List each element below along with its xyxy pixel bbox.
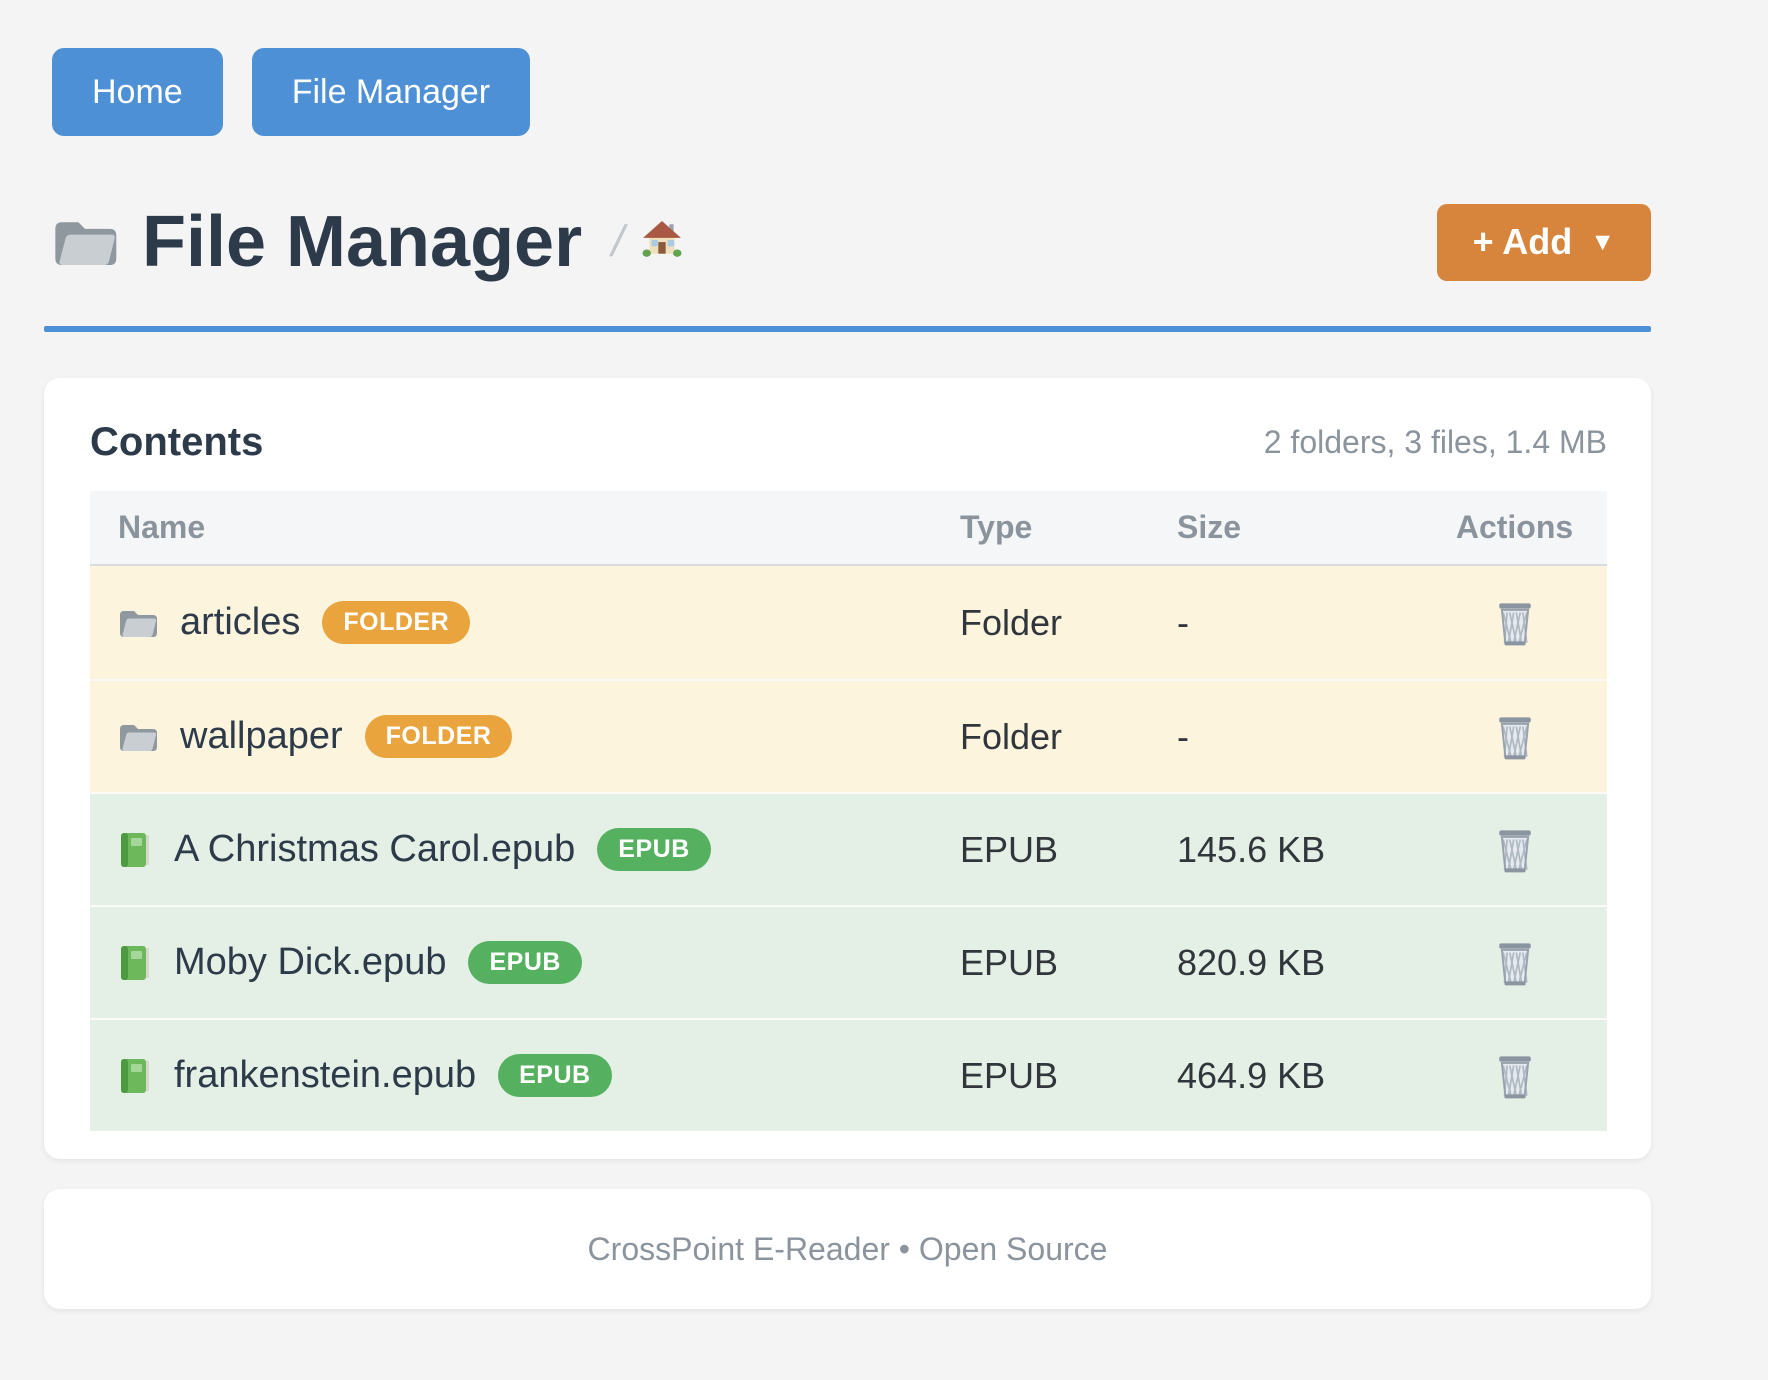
file-table: Name Type Size Actions articles FOLDER F…: [90, 491, 1607, 1131]
contents-summary: 2 folders, 3 files, 1.4 MB: [1263, 424, 1607, 460]
title-underline: [44, 326, 1651, 332]
top-nav: Home File Manager: [52, 0, 1651, 136]
delete-button[interactable]: [1490, 935, 1540, 991]
book-icon: [118, 1057, 152, 1095]
type-badge: FOLDER: [364, 715, 513, 758]
delete-button[interactable]: [1490, 822, 1540, 878]
file-name-link[interactable]: Moby Dick.epub: [174, 941, 447, 983]
file-name-link[interactable]: articles: [180, 601, 301, 643]
type-badge: EPUB: [597, 828, 711, 871]
book-icon: [118, 831, 152, 869]
title-wrap: File Manager /: [52, 206, 682, 278]
size-cell: 820.9 KB: [1177, 941, 1326, 983]
nav-home-button[interactable]: Home: [52, 48, 223, 136]
table-body: articles FOLDER Folder - wallpaper FOLDE…: [90, 566, 1607, 1131]
table-row: articles FOLDER Folder -: [90, 566, 1607, 679]
card-title: Contents: [90, 420, 264, 464]
column-header-actions: Actions: [1455, 509, 1574, 545]
delete-button[interactable]: [1490, 1048, 1540, 1104]
add-button-label: + Add: [1472, 221, 1573, 262]
caret-down-icon: ▼: [1590, 227, 1615, 256]
type-cell: Folder: [960, 715, 1063, 757]
column-header-name: Name: [118, 509, 206, 545]
size-cell: 464.9 KB: [1177, 1054, 1326, 1096]
contents-card: Contents 2 folders, 3 files, 1.4 MB Name…: [44, 378, 1651, 1159]
book-icon: [118, 944, 152, 982]
breadcrumb-separator: /: [607, 217, 630, 266]
name-cell: wallpaper FOLDER: [90, 715, 960, 758]
size-cell: -: [1177, 601, 1189, 643]
footer-text: CrossPoint E-Reader • Open Source: [587, 1230, 1108, 1267]
name-cell: Moby Dick.epub EPUB: [90, 941, 960, 984]
type-cell: EPUB: [960, 828, 1059, 870]
table-row: wallpaper FOLDER Folder -: [90, 679, 1607, 792]
actions-cell: [1422, 822, 1607, 878]
actions-cell: [1422, 1048, 1607, 1104]
column-header-type: Type: [960, 509, 1033, 545]
nav-file-manager-button[interactable]: File Manager: [251, 48, 531, 136]
page-header: File Manager / + Add ▼: [44, 192, 1651, 292]
table-row: Moby Dick.epub EPUB EPUB 820.9 KB: [90, 905, 1607, 1018]
folder-icon: [118, 606, 158, 640]
folder-icon: [118, 720, 158, 754]
delete-button[interactable]: [1490, 595, 1540, 651]
delete-button[interactable]: [1490, 709, 1540, 765]
page-title: File Manager: [142, 202, 583, 282]
type-cell: Folder: [960, 601, 1063, 643]
name-cell: frankenstein.epub EPUB: [90, 1054, 960, 1097]
add-button[interactable]: + Add ▼: [1436, 203, 1651, 281]
type-cell: EPUB: [960, 941, 1059, 983]
type-badge: EPUB: [498, 1054, 612, 1097]
actions-cell: [1422, 709, 1607, 765]
actions-cell: [1422, 935, 1607, 991]
type-badge: FOLDER: [322, 601, 471, 644]
file-name-link[interactable]: wallpaper: [180, 715, 343, 757]
actions-cell: [1422, 595, 1607, 651]
type-badge: EPUB: [468, 941, 582, 984]
type-cell: EPUB: [960, 1054, 1059, 1096]
size-cell: -: [1177, 715, 1189, 757]
name-cell: A Christmas Carol.epub EPUB: [90, 828, 960, 871]
table-row: A Christmas Carol.epub EPUB EPUB 145.6 K…: [90, 792, 1607, 905]
contents-card-header: Contents 2 folders, 3 files, 1.4 MB: [90, 420, 1607, 465]
folder-icon: [52, 214, 118, 270]
breadcrumb-home-link[interactable]: [642, 220, 682, 265]
name-cell: articles FOLDER: [90, 601, 960, 644]
table-header-row: Name Type Size Actions: [90, 491, 1607, 566]
column-header-size: Size: [1177, 509, 1242, 545]
table-row: frankenstein.epub EPUB EPUB 464.9 KB: [90, 1018, 1607, 1131]
file-name-link[interactable]: A Christmas Carol.epub: [174, 828, 576, 870]
size-cell: 145.6 KB: [1177, 828, 1326, 870]
footer-card: CrossPoint E-Reader • Open Source: [44, 1189, 1651, 1309]
house-icon: [642, 220, 682, 265]
file-name-link[interactable]: frankenstein.epub: [174, 1054, 477, 1096]
